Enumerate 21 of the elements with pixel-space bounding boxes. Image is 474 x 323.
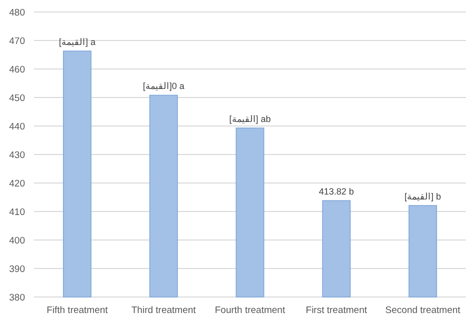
x-tick-label: Second treatment: [385, 305, 461, 316]
y-tick-label: 450: [9, 93, 25, 104]
data-label: [القيمة] a: [58, 37, 96, 48]
y-tick-label: 430: [9, 150, 25, 161]
y-tick-label: 470: [9, 36, 25, 47]
x-tick-label: Fourth treatment: [214, 305, 286, 316]
y-tick-label: 440: [9, 122, 25, 132]
y-tick-label: 390: [9, 264, 25, 275]
x-tick-label: Third treatment: [131, 305, 196, 316]
y-tick-label: 420: [9, 178, 25, 190]
y-tick-label: 380: [9, 292, 25, 304]
y-tick-label: 400: [9, 236, 25, 246]
y-tick-label: 480: [9, 8, 25, 18]
data-label: [القيمة] b: [404, 192, 442, 202]
annotation: [القيمة]0 a: [142, 81, 184, 92]
data-label: [القيمة] ab: [229, 114, 271, 124]
y-tick-label: 410: [9, 207, 25, 218]
x-tick-label: First treatment: [306, 305, 368, 316]
x-tick-label: Fifth treatment: [46, 305, 108, 316]
y-tick-label: 460: [9, 64, 25, 76]
data-label: 413.82 b: [318, 186, 354, 197]
